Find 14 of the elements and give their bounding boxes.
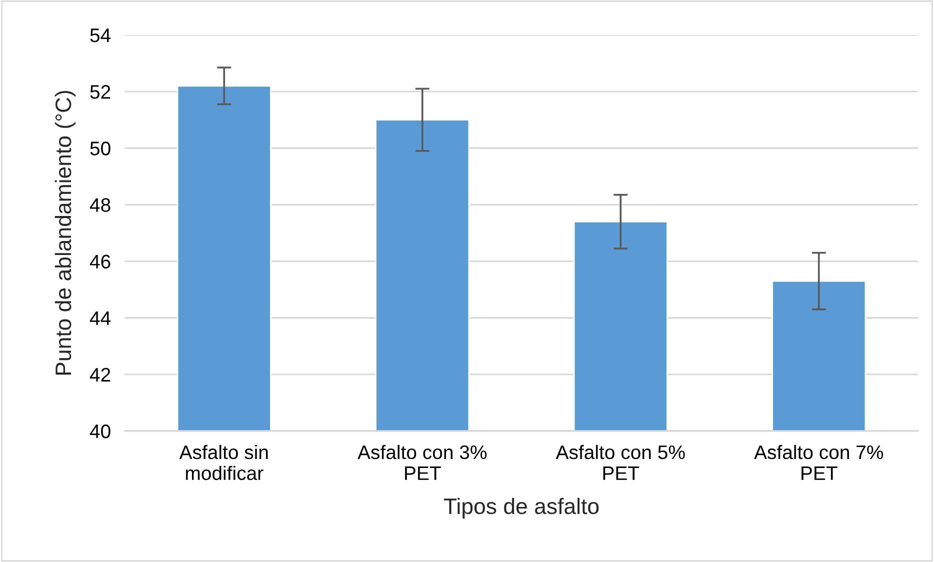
- y-tick-label: 52: [90, 85, 110, 99]
- y-tick-label: 46: [90, 254, 110, 269]
- y-tick-label: 42: [90, 368, 110, 382]
- x-axis-title: Tipos de asfalto: [444, 498, 599, 519]
- x-tick-label: Asfalto con 5% PET: [556, 444, 685, 480]
- x-tick-label: Asfalto con 7% PET: [754, 444, 884, 480]
- x-tick-label: Asfalto sin modificar: [179, 444, 268, 480]
- y-axis-title: Punto de ablandamiento (°C): [54, 90, 76, 375]
- x-tick-label: Asfalto con 3% PET: [358, 444, 487, 480]
- y-tick-label: 50: [90, 142, 110, 156]
- y-tick-label: 44: [90, 312, 111, 325]
- y-tick-label: 40: [90, 424, 110, 438]
- y-tick-label: 48: [90, 198, 110, 212]
- y-tick-label: 54: [90, 28, 111, 42]
